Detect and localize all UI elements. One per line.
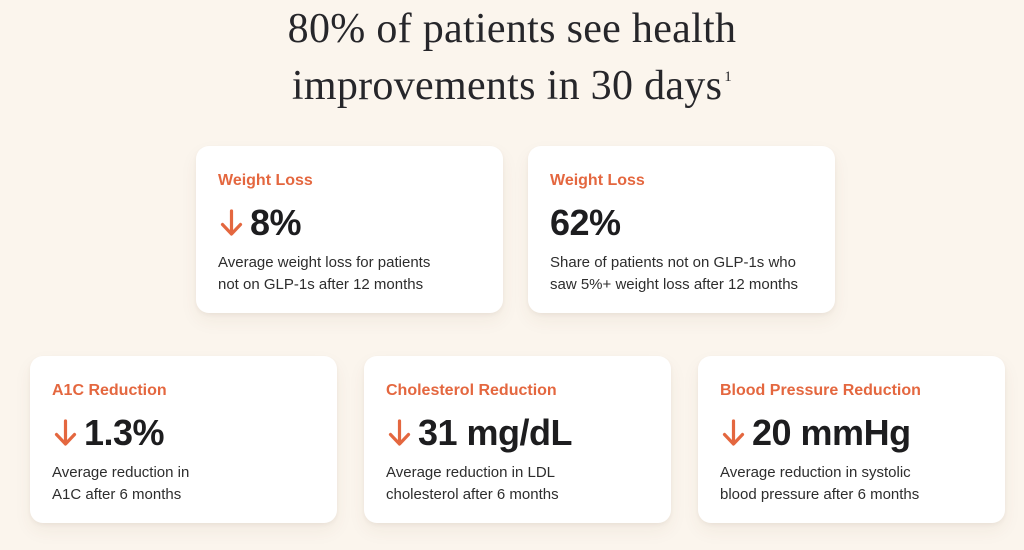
stat-description-line: saw 5%+ weight loss after 12 months (550, 276, 799, 293)
stat-description: Average reduction in LDL cholesterol aft… (386, 462, 649, 506)
stat-value: 20 mmHg (752, 412, 911, 453)
stat-value-row: 62% (550, 201, 813, 245)
stat-value-row: 1.3% (52, 411, 315, 455)
stat-value: 31 mg/dL (418, 412, 573, 453)
stat-card-title: Cholesterol Reduction (386, 382, 557, 399)
stat-value-row: 8% (218, 201, 481, 245)
stat-description: Average reduction in A1C after 6 months (52, 462, 315, 506)
stat-card-weight-loss-share: Weight Loss 62% Share of patients not on… (528, 146, 835, 313)
stat-card-weight-loss-average: Weight Loss 8% Average weight loss for p… (196, 146, 503, 313)
stat-description-line: not on GLP-1s after 12 months (218, 276, 424, 293)
stat-card-title: A1C Reduction (52, 382, 167, 399)
stat-description-line: cholesterol after 6 months (386, 486, 559, 503)
headline-line-1: 80% of patients see health (287, 6, 737, 52)
footnote-marker: 1 (724, 69, 733, 85)
stat-value-row: 20 mmHg (720, 411, 983, 455)
stat-description-line: Average reduction in LDL (386, 464, 555, 481)
stat-card-blood-pressure-reduction: Blood Pressure Reduction 20 mmHg Average… (698, 356, 1005, 523)
stat-description-line: Share of patients not on GLP-1s who (550, 254, 796, 271)
stat-description: Average reduction in systolic blood pres… (720, 462, 983, 506)
stat-value: 1.3% (84, 412, 165, 453)
stat-card-row-top: Weight Loss 8% Average weight loss for p… (196, 146, 835, 313)
stat-card-title: Weight Loss (218, 172, 313, 189)
stat-card-title: Blood Pressure Reduction (720, 382, 921, 399)
stat-card-row-bottom: A1C Reduction 1.3% Average reduction in … (30, 356, 1005, 523)
page-title: 80% of patients see health improvements … (0, 5, 1024, 110)
stat-description-line: Average reduction in (52, 464, 190, 481)
stat-description-line: Average reduction in systolic (720, 464, 911, 481)
stat-description-line: blood pressure after 6 months (720, 486, 920, 503)
stat-value: 8% (250, 202, 302, 243)
headline-line-2-text: improvements in 30 days (291, 63, 723, 109)
stat-description-line: A1C after 6 months (52, 486, 182, 503)
down-arrow-icon (386, 417, 413, 449)
headline-line-2: improvements in 30 days 1 (0, 53, 1024, 110)
stat-value-row: 31 mg/dL (386, 411, 649, 455)
stat-description: Average weight loss for patients not on … (218, 252, 481, 296)
stat-value: 62% (550, 202, 621, 243)
down-arrow-icon (218, 207, 245, 239)
stat-card-cholesterol-reduction: Cholesterol Reduction 31 mg/dL Average r… (364, 356, 671, 523)
down-arrow-icon (720, 417, 747, 449)
stat-card-title: Weight Loss (550, 172, 645, 189)
down-arrow-icon (52, 417, 79, 449)
stat-description: Share of patients not on GLP-1s who saw … (550, 252, 813, 296)
stat-description-line: Average weight loss for patients (218, 254, 431, 271)
stat-card-a1c-reduction: A1C Reduction 1.3% Average reduction in … (30, 356, 337, 523)
